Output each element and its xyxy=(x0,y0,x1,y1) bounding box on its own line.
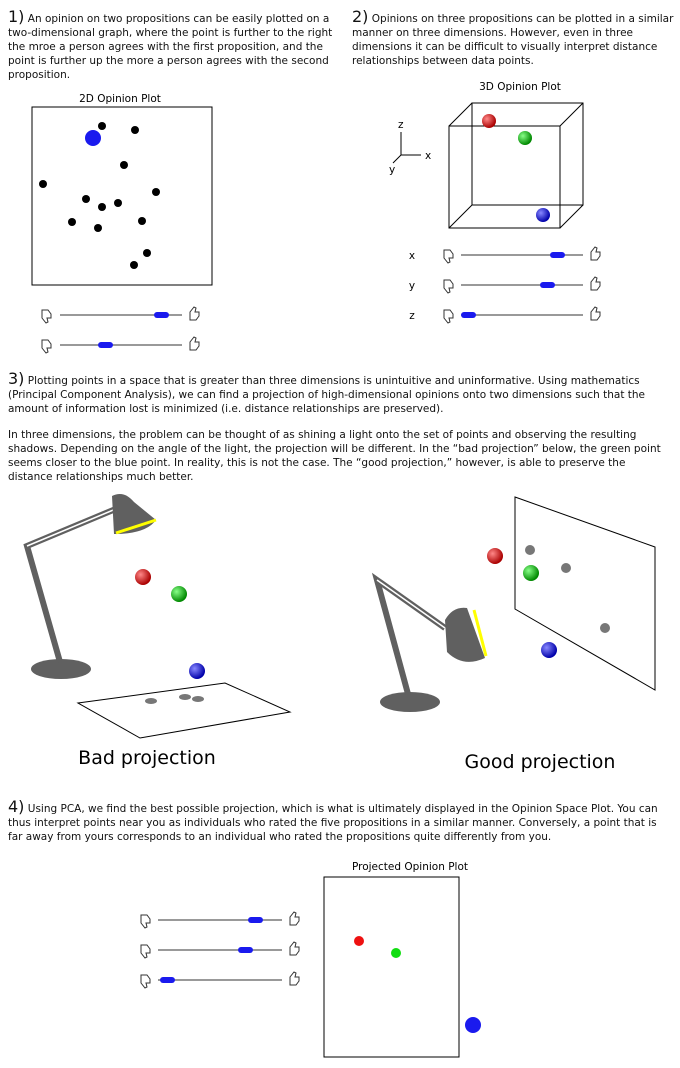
slider xyxy=(140,941,300,959)
shadows xyxy=(525,545,610,633)
plot-frame xyxy=(323,876,460,1058)
ball-red xyxy=(487,548,503,564)
point xyxy=(120,161,128,169)
section-text: Using PCA, we find the best possible pro… xyxy=(8,803,658,843)
slider xyxy=(41,306,200,324)
ball-red xyxy=(482,114,496,128)
ball-green xyxy=(523,565,539,581)
user-point xyxy=(85,130,101,146)
section-text: Opinions on three propositions can be pl… xyxy=(352,13,674,67)
point xyxy=(131,126,139,134)
point xyxy=(138,217,146,225)
point xyxy=(114,199,122,207)
point-red xyxy=(354,936,364,946)
point xyxy=(82,195,90,203)
lamp xyxy=(23,494,157,679)
slider xyxy=(443,306,601,324)
axis-label: y xyxy=(389,164,395,176)
point xyxy=(98,122,106,130)
section-3: 3) Plotting points in a space that is gr… xyxy=(8,369,672,484)
section-text: Plotting points in a space that is great… xyxy=(8,375,646,415)
ball-green xyxy=(171,586,187,602)
projection-plane xyxy=(514,496,656,691)
slider xyxy=(140,911,300,929)
projection-plane xyxy=(76,682,292,739)
point xyxy=(152,188,160,196)
section-2: 2) Opinions on three propositions can be… xyxy=(352,7,674,68)
point xyxy=(68,218,76,226)
section-text: An opinion on two propositions can be ea… xyxy=(8,13,333,81)
point xyxy=(39,180,47,188)
point-green xyxy=(391,948,401,958)
section-4: 4) Using PCA, we find the best possible … xyxy=(8,797,672,844)
point xyxy=(94,224,102,232)
plot-title: 2D Opinion Plot xyxy=(79,93,161,105)
point xyxy=(98,203,106,211)
caption: Bad projection xyxy=(78,747,216,769)
slider-label: x xyxy=(409,250,415,262)
lamp xyxy=(371,572,488,712)
section-1: 1) An opinion on two propositions can be… xyxy=(8,7,338,82)
slider-label: y xyxy=(409,280,415,292)
ball-green xyxy=(518,131,532,145)
ball-blue xyxy=(189,663,205,679)
shadows xyxy=(145,694,204,704)
section-number: 2) xyxy=(352,7,369,26)
ball-red xyxy=(135,569,151,585)
point xyxy=(130,261,138,269)
plot-title: Projected Opinion Plot xyxy=(352,861,468,873)
plot-frame xyxy=(31,106,213,286)
plot-title: 3D Opinion Plot xyxy=(479,81,561,93)
ball-blue xyxy=(541,642,557,658)
points xyxy=(39,122,160,269)
slider xyxy=(443,246,601,264)
caption: Good projection xyxy=(465,751,616,773)
slider-label: z xyxy=(409,310,415,322)
axis-label: x xyxy=(425,150,431,162)
section-number: 1) xyxy=(8,7,25,26)
slider xyxy=(41,336,200,354)
section-number: 4) xyxy=(8,797,25,816)
user-point xyxy=(465,1017,481,1033)
ball-blue xyxy=(536,208,550,222)
slider xyxy=(443,276,601,294)
axis-glyph xyxy=(392,132,421,164)
section-number: 3) xyxy=(8,369,25,388)
slider xyxy=(140,971,300,989)
cube xyxy=(448,102,584,229)
axis-label: z xyxy=(398,119,404,131)
point xyxy=(143,249,151,257)
section-text-2: In three dimensions, the problem can be … xyxy=(8,429,661,483)
